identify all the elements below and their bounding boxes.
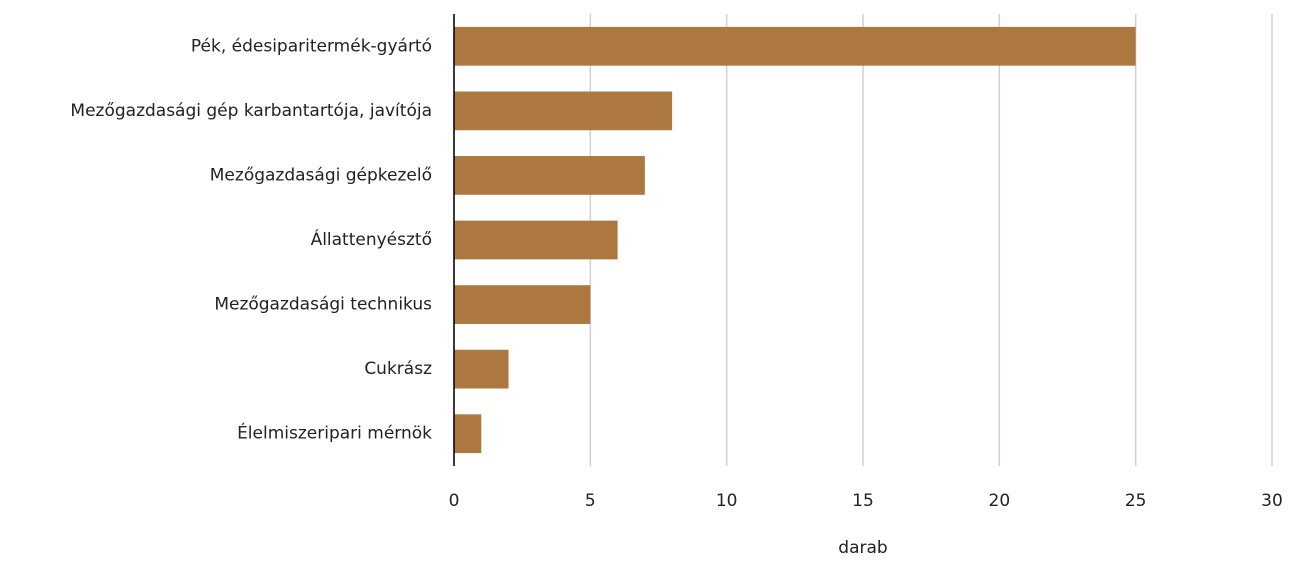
y-tick-label: Állattenyésztő: [311, 228, 432, 250]
x-axis-label: darab: [838, 538, 887, 558]
x-tick-label: 30: [1261, 491, 1283, 511]
bar: [454, 349, 509, 389]
y-tick-label: Pék, édesiparitermék-gyártó: [191, 36, 432, 56]
x-tick-label: 25: [1125, 491, 1147, 511]
y-tick-label: Cukrász: [364, 359, 432, 379]
bar: [454, 156, 645, 195]
x-tick-label: 5: [585, 491, 596, 511]
y-tick-label: Élelmiszeripari mérnök: [237, 422, 432, 444]
x-tick-label: 15: [852, 491, 874, 511]
bar: [454, 414, 482, 454]
y-tick-label: Mezőgazdasági gép karbantartója, javítój…: [70, 101, 432, 121]
bar: [454, 91, 673, 131]
bar: [454, 220, 618, 260]
x-tick-label: 10: [716, 491, 738, 511]
y-tick-label: Mezőgazdasági gépkezelő: [210, 165, 432, 185]
x-tick-label: 0: [449, 491, 460, 511]
x-tick-label: 20: [989, 491, 1011, 511]
bar: [454, 26, 1136, 66]
bar: [454, 285, 591, 324]
y-tick-label: Mezőgazdasági technikus: [214, 295, 432, 315]
